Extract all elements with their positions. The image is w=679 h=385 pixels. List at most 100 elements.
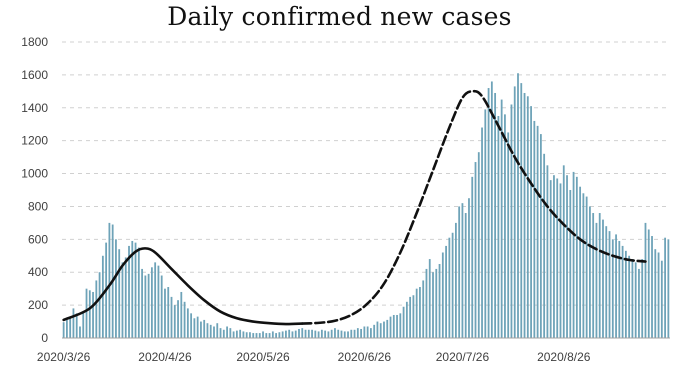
bar bbox=[399, 313, 402, 338]
bar bbox=[200, 321, 202, 338]
bar bbox=[510, 104, 513, 339]
bar bbox=[173, 305, 176, 338]
bar bbox=[281, 331, 284, 338]
bar bbox=[539, 134, 542, 338]
bar bbox=[481, 127, 483, 338]
bar bbox=[219, 328, 222, 338]
bar bbox=[160, 275, 163, 338]
bar bbox=[634, 262, 637, 338]
bar bbox=[618, 240, 621, 338]
bar bbox=[258, 333, 261, 338]
y-tick-label: 400 bbox=[28, 265, 48, 279]
bar bbox=[72, 308, 75, 338]
bar bbox=[438, 264, 441, 338]
bar bbox=[265, 333, 268, 338]
bar bbox=[566, 175, 568, 338]
bar bbox=[520, 83, 523, 338]
bar bbox=[553, 175, 555, 338]
bar bbox=[660, 260, 663, 338]
bar bbox=[307, 329, 310, 338]
bar bbox=[664, 237, 666, 338]
bar bbox=[301, 328, 304, 338]
bar bbox=[134, 242, 137, 338]
bar bbox=[275, 333, 278, 338]
bar bbox=[575, 176, 578, 338]
bar bbox=[128, 245, 130, 338]
y-axis-ticks: 0 200 400 600 800 1000 1200 1400 1600 1800 bbox=[21, 35, 48, 345]
bar bbox=[235, 330, 238, 338]
bar bbox=[82, 311, 85, 338]
y-tick-label: 800 bbox=[28, 199, 48, 213]
bar bbox=[386, 319, 389, 338]
bar bbox=[249, 332, 251, 338]
y-tick-label: 1000 bbox=[21, 167, 48, 181]
bar bbox=[477, 152, 480, 338]
bar bbox=[95, 280, 98, 338]
bar bbox=[497, 116, 500, 338]
bar bbox=[624, 250, 627, 338]
bar bbox=[621, 245, 624, 338]
bar bbox=[298, 328, 300, 338]
bar bbox=[546, 165, 549, 338]
bar bbox=[271, 331, 274, 338]
bar bbox=[487, 88, 490, 338]
bar bbox=[441, 252, 444, 338]
bar bbox=[608, 231, 611, 338]
bar bbox=[582, 193, 585, 338]
bar bbox=[88, 290, 91, 338]
bar bbox=[409, 296, 412, 338]
bar bbox=[484, 109, 487, 338]
bar bbox=[360, 328, 362, 338]
bar bbox=[605, 226, 608, 338]
bar bbox=[186, 308, 189, 338]
bar bbox=[376, 321, 379, 338]
bar bbox=[415, 288, 418, 338]
bar bbox=[75, 313, 78, 338]
bar bbox=[320, 329, 323, 338]
x-axis-ticks: 2020/3/26 2020/4/26 2020/5/26 2020/6/26 2020… bbox=[37, 350, 591, 364]
bar bbox=[170, 296, 173, 338]
bar bbox=[304, 329, 307, 338]
bar bbox=[154, 262, 157, 338]
bar bbox=[147, 273, 150, 338]
bar bbox=[327, 331, 330, 338]
bar bbox=[252, 333, 255, 338]
bar bbox=[602, 219, 604, 338]
x-tick-label: 2020/4/26 bbox=[138, 350, 192, 364]
y-tick-label: 1400 bbox=[21, 101, 48, 115]
bar bbox=[471, 176, 474, 338]
bar bbox=[533, 120, 536, 339]
bar bbox=[392, 314, 395, 338]
bar bbox=[190, 313, 193, 338]
bar bbox=[585, 196, 588, 338]
bar bbox=[562, 165, 565, 338]
bar bbox=[657, 252, 660, 338]
bar bbox=[435, 268, 438, 338]
bar bbox=[124, 257, 127, 338]
bar bbox=[340, 330, 343, 338]
bar bbox=[490, 81, 493, 338]
bar bbox=[458, 206, 461, 338]
bar bbox=[370, 328, 372, 338]
y-tick-label: 600 bbox=[28, 232, 48, 246]
bar bbox=[543, 153, 546, 338]
bar bbox=[366, 326, 369, 338]
x-tick-label: 2020/7/26 bbox=[436, 350, 490, 364]
bar bbox=[549, 180, 552, 338]
bar bbox=[101, 255, 104, 338]
bar bbox=[167, 287, 170, 338]
bar bbox=[69, 316, 72, 338]
bar bbox=[183, 301, 186, 338]
bar bbox=[569, 190, 572, 338]
bar bbox=[504, 114, 506, 338]
bar bbox=[118, 249, 121, 338]
bar bbox=[157, 265, 160, 338]
bar bbox=[454, 222, 457, 338]
bar bbox=[595, 222, 598, 338]
bar bbox=[468, 198, 470, 338]
bar bbox=[432, 272, 434, 338]
bar bbox=[137, 247, 140, 338]
bar bbox=[203, 319, 206, 338]
bar bbox=[343, 331, 346, 338]
